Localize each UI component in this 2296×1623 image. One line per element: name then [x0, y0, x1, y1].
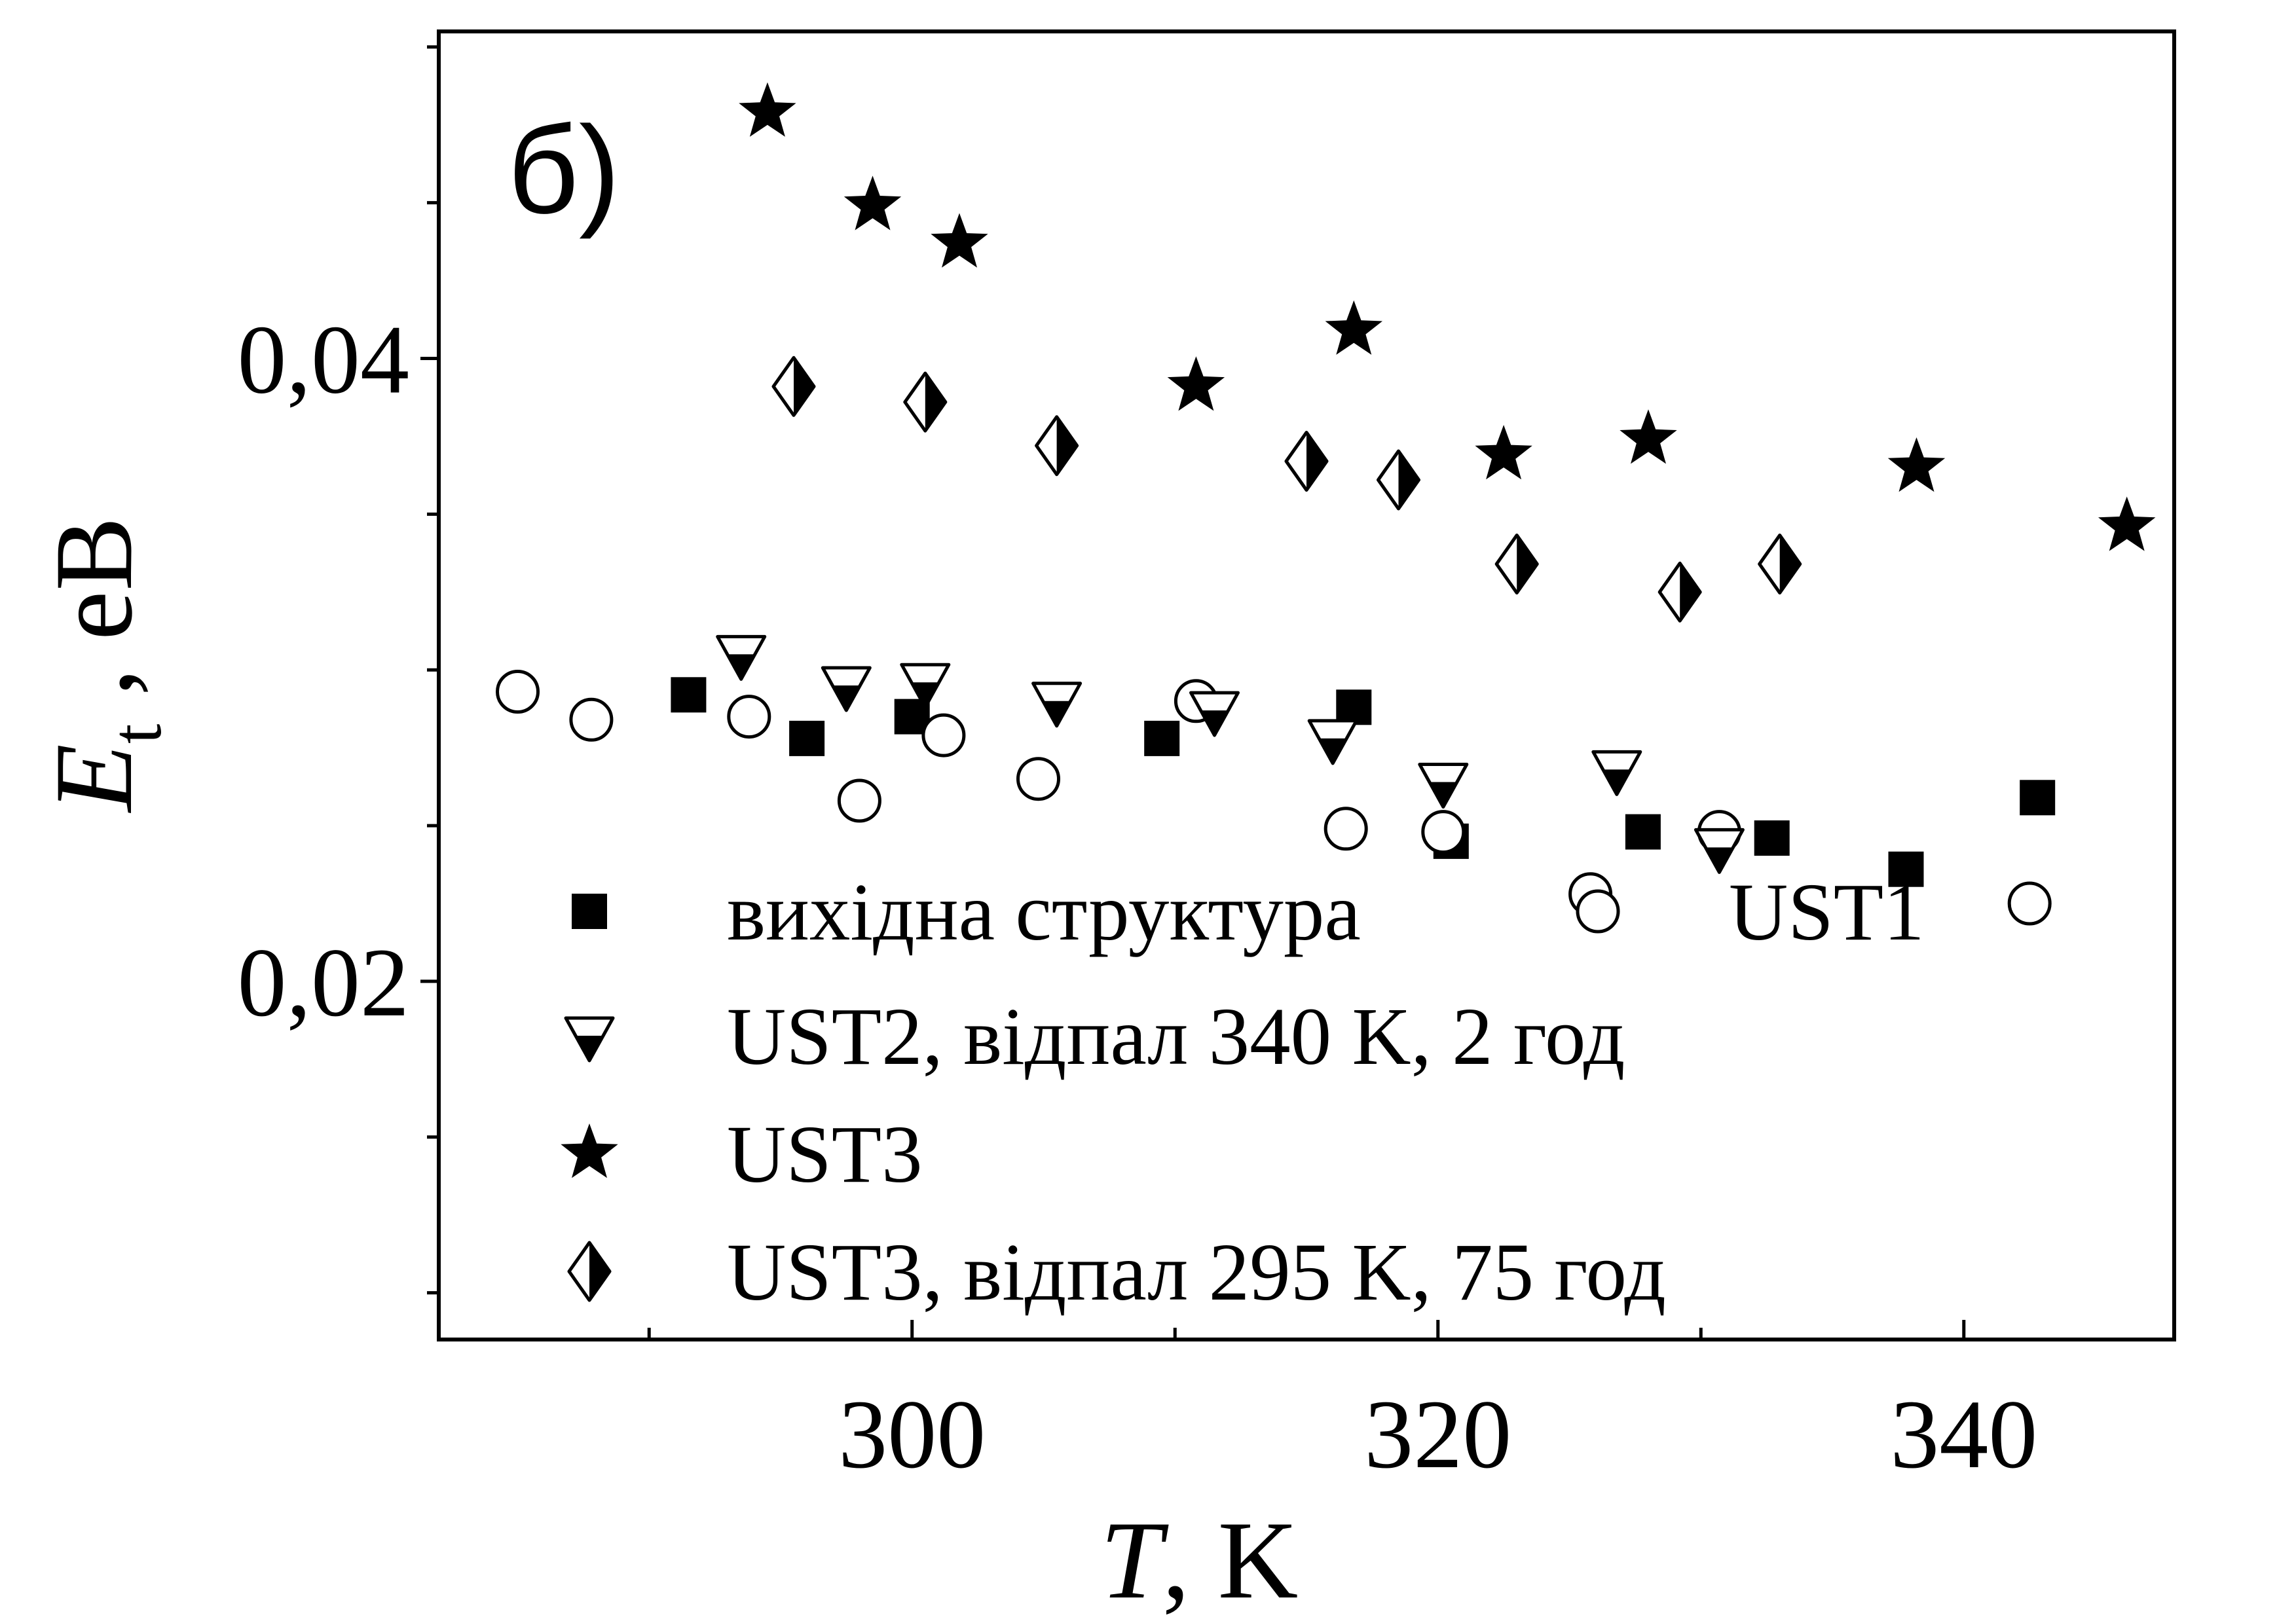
data-point-series-4 [843, 175, 902, 230]
data-point-series-2 [837, 778, 881, 823]
data-point-series-5 [1494, 534, 1539, 594]
y-axis-title: Et , eB [32, 517, 176, 813]
legend-label-series-3: UST2, відпал 340 K, 2 год [727, 992, 1625, 1082]
data-point-series-2 [1016, 757, 1060, 801]
x-axis-title: T, K [1100, 1499, 1298, 1622]
y-tick-label: 0,02 [238, 928, 410, 1037]
data-point-series-1 [2020, 780, 2056, 816]
y-axis-unit: , eB [32, 517, 155, 723]
plot-frame [437, 29, 2176, 1341]
data-point-series-3 [1694, 828, 1745, 874]
data-point-series-4 [1325, 300, 1382, 355]
data-point-series-3 [1189, 691, 1240, 737]
legend-marker-series-4 [561, 1123, 618, 1178]
data-point-series-4 [1620, 409, 1677, 464]
data-point-series-1 [1625, 814, 1661, 850]
data-point-series-2 [1421, 810, 1466, 854]
legend-marker-series-2 [1576, 889, 1620, 934]
legend-label-series-4: UST3 [727, 1110, 923, 1200]
data-point-series-3 [1307, 719, 1358, 765]
data-point-series-1 [671, 677, 707, 713]
data-markers [496, 82, 2156, 926]
data-point-series-3 [900, 663, 951, 709]
legend: вихідна структура UST1 UST2, відпал 340 K,… [561, 867, 1925, 1318]
legend-marker-series-3 [564, 1016, 615, 1063]
data-point-series-5 [1284, 431, 1329, 492]
data-point-series-1 [1336, 689, 1372, 725]
data-point-series-4 [1887, 437, 1946, 492]
x-tick-label: 340 [1890, 1380, 2037, 1489]
legend-label-series-2: UST1 [1729, 867, 1925, 958]
data-point-series-4 [1167, 356, 1225, 411]
data-point-series-5 [1657, 561, 1702, 623]
data-point-series-2 [921, 713, 966, 757]
data-point-series-2 [569, 697, 614, 742]
x-tick-label: 320 [1364, 1380, 1511, 1489]
data-point-series-1 [1888, 851, 1924, 887]
data-point-series-2 [496, 670, 540, 714]
data-point-series-3 [716, 634, 767, 681]
data-point-series-3 [1418, 763, 1469, 809]
data-point-series-4 [2098, 496, 2156, 551]
x-axis-ticks: 300 320 340 [647, 1320, 2037, 1489]
data-point-series-3 [821, 666, 872, 712]
data-point-series-1 [1754, 820, 1790, 856]
data-point-series-2 [1324, 807, 1368, 851]
y-axis-symbol: E [32, 744, 155, 813]
data-point-series-5 [1035, 415, 1079, 477]
legend-marker-series-1 [572, 894, 607, 929]
y-tick-label: 0,04 [238, 306, 410, 414]
y-axis-subscript: t [96, 724, 176, 744]
data-point-series-4 [931, 213, 988, 268]
data-point-series-5 [771, 356, 816, 417]
x-tick-label: 300 [838, 1380, 986, 1489]
data-point-series-4 [1475, 425, 1532, 480]
data-point-series-3 [1591, 750, 1642, 796]
x-axis-unit: , K [1162, 1499, 1299, 1622]
y-axis-ticks: 0,02 0,04 [238, 45, 439, 1295]
data-point-series-3 [1031, 682, 1083, 728]
data-point-series-5 [1377, 449, 1420, 511]
panel-label: б) [508, 101, 620, 240]
data-point-series-1 [1144, 720, 1180, 756]
legend-marker-series-5 [567, 1241, 612, 1302]
legend-label-series-5: UST3, відпал 295 K, 75 год [727, 1228, 1666, 1318]
data-point-series-2 [727, 695, 771, 739]
data-point-series-5 [903, 371, 948, 433]
data-point-series-2 [2007, 881, 2052, 926]
x-axis-symbol: T [1100, 1499, 1169, 1622]
data-point-series-4 [739, 82, 796, 137]
legend-label-series-1: вихідна структура [727, 867, 1361, 958]
data-point-series-5 [1758, 534, 1802, 594]
data-point-series-1 [789, 720, 825, 756]
